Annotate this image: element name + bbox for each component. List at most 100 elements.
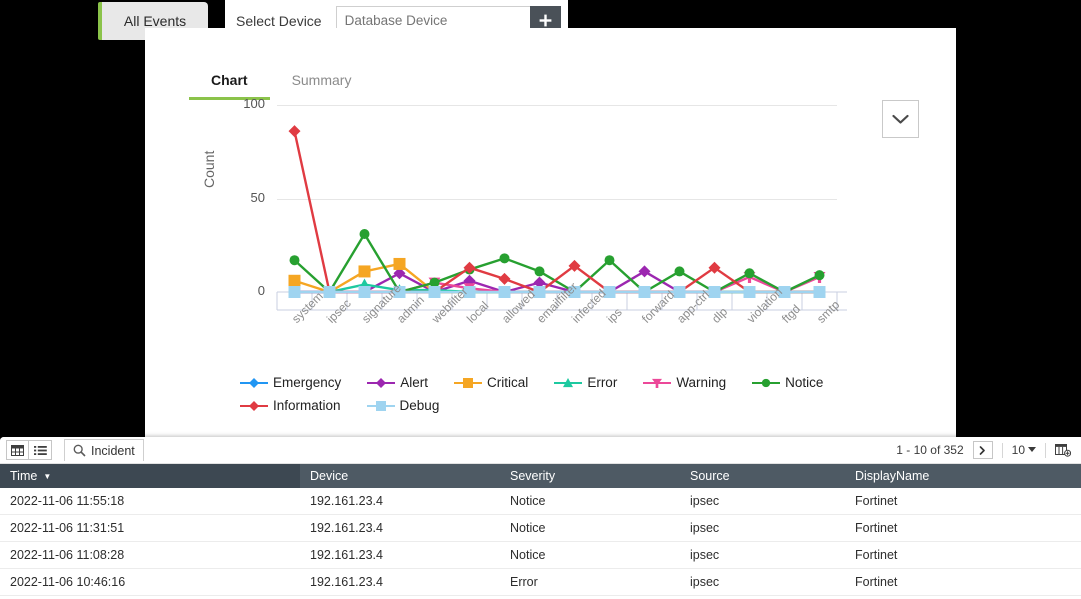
page-size-selector[interactable]: 10 [1012,443,1036,457]
toolbar-divider-1 [1001,442,1003,458]
gridline-50 [277,198,837,200]
legend-symbol-diamond [376,377,387,388]
cell-time: 2022-11-06 10:46:16 [0,568,300,596]
column-header-source[interactable]: Source [680,464,845,488]
cell-time: 2022-11-06 11:31:51 [0,514,300,542]
table-row[interactable]: 2022-11-06 11:55:18 192.161.23.4 Notice ips… [0,488,1081,515]
legend-marker-warning [643,377,672,389]
table-row[interactable]: 2022-11-06 11:31:51 192.161.23.4 Notice ips… [0,514,1081,542]
legend-label: Information [273,398,341,413]
cell-displayname: Fortinet [845,568,1081,596]
cell-device: 192.161.23.4 [300,488,500,515]
legend-marker-debug [366,400,395,412]
plus-icon [539,14,551,27]
y-tick-0: 0 [257,283,265,298]
table-pagination: 1 - 10 of 352 10 [896,441,1075,459]
pagination-range: 1 - 10 of 352 [896,443,964,457]
legend-symbol-diamond [249,400,259,411]
legend-label: Notice [785,375,824,390]
table-row[interactable]: 2022-11-06 10:46:16 192.161.23.4 Error ipse… [0,568,1081,596]
legend-item-emergency[interactable]: Emergency [240,375,341,390]
line-chart-plot: Count 0 50 100 system ipsec signature admin we… [145,28,956,438]
list-view-button[interactable] [29,440,52,460]
events-table: Time ▼ Device Severity Source DisplayName 202… [0,464,1081,596]
table-toolbar: Incident 1 - 10 of 352 10 [0,437,1081,464]
collapse-chart-button[interactable] [882,100,919,138]
cell-displayname: Fortinet [845,541,1081,569]
cell-displayname: Fortinet [845,514,1081,542]
legend-symbol-diamond [249,377,259,388]
table-header-row: Time ▼ Device Severity Source DisplayName [0,464,1081,488]
legend-label: Critical [487,375,529,390]
grid-view-icon [11,444,24,456]
column-header-time[interactable]: Time ▼ [0,464,300,488]
legend-marker-error [554,377,583,389]
cell-displayname: Fortinet [845,488,1081,515]
legend-marker-information [240,400,268,412]
legend-marker-emergency [240,377,268,389]
legend-label: Emergency [273,375,342,390]
cell-severity: Notice [500,488,680,515]
series-notice [289,229,825,294]
sort-caret-icon: ▼ [43,472,52,482]
legend-marker-alert [367,377,396,389]
column-header-displayname[interactable]: DisplayName [845,464,1081,488]
legend-item-notice[interactable]: Notice [752,375,823,390]
cell-severity: Notice [500,541,680,569]
table-body: 2022-11-06 11:55:18 192.161.23.4 Notice ips… [0,488,1081,596]
legend-item-debug[interactable]: Debug [366,398,440,413]
caret-down-icon [1028,447,1036,452]
legend-item-error[interactable]: Error [554,375,617,390]
legend-label: Debug [399,398,440,413]
legend-symbol-cross [652,378,663,388]
cell-device: 192.161.23.4 [300,541,500,569]
cell-device: 192.161.23.4 [300,514,500,542]
cell-severity: Notice [500,514,680,542]
legend-item-warning[interactable]: Warning [643,375,726,390]
page-size-value: 10 [1011,443,1025,457]
tab-summary[interactable]: Summary [270,66,374,100]
column-settings-icon [1055,444,1071,457]
y-tick-100: 100 [243,96,265,111]
tab-all-events-label: All Events [123,13,187,29]
cell-source: ipsec [680,541,845,569]
tab-summary-label: Summary [291,72,352,88]
series-debug [288,286,826,298]
legend-marker-critical [454,377,483,389]
cell-time: 2022-11-06 11:55:18 [0,488,300,515]
chart-tab-bar: Chart Summary [189,66,373,100]
cell-time: 2022-11-06 11:08:28 [0,541,300,569]
chart-series-svg [276,125,847,311]
tab-incident[interactable]: Incident [64,439,144,461]
column-settings-button[interactable] [1055,443,1071,457]
chart-legend: Emergency Alert Critical Error Warning Notice… [240,375,940,413]
legend-item-alert[interactable]: Alert [367,375,428,390]
cell-source: ipsec [680,568,845,596]
tab-chart-label: Chart [211,72,248,88]
cell-source: ipsec [680,488,845,515]
chevron-right-icon [979,445,985,455]
y-tick-50: 50 [250,189,265,205]
next-page-button[interactable] [972,441,993,459]
legend-item-critical[interactable]: Critical [454,375,528,390]
legend-label: Warning [676,375,727,390]
legend-label: Alert [400,375,429,390]
chevron-down-icon [892,114,909,124]
events-table-panel: Incident 1 - 10 of 352 10 [0,437,1081,599]
chart-panel: Chart Summary Count 0 50 100 system ipsec si… [145,28,956,438]
toolbar-divider-2 [1045,442,1046,458]
gridline-100 [277,105,837,106]
legend-symbol-circle [761,378,771,387]
column-header-severity[interactable]: Severity [500,464,680,488]
legend-item-information[interactable]: Information [240,398,341,413]
table-row[interactable]: 2022-11-06 11:08:28 192.161.23.4 Notice ips… [0,541,1081,569]
list-view-icon [33,445,47,455]
legend-label: Error [587,375,618,390]
tab-chart[interactable]: Chart [189,66,270,100]
legend-marker-notice [752,377,781,389]
cell-device: 192.161.23.4 [300,568,500,596]
column-header-device[interactable]: Device [300,464,500,488]
grid-view-button[interactable] [6,440,29,460]
cell-severity: Error [500,568,680,596]
